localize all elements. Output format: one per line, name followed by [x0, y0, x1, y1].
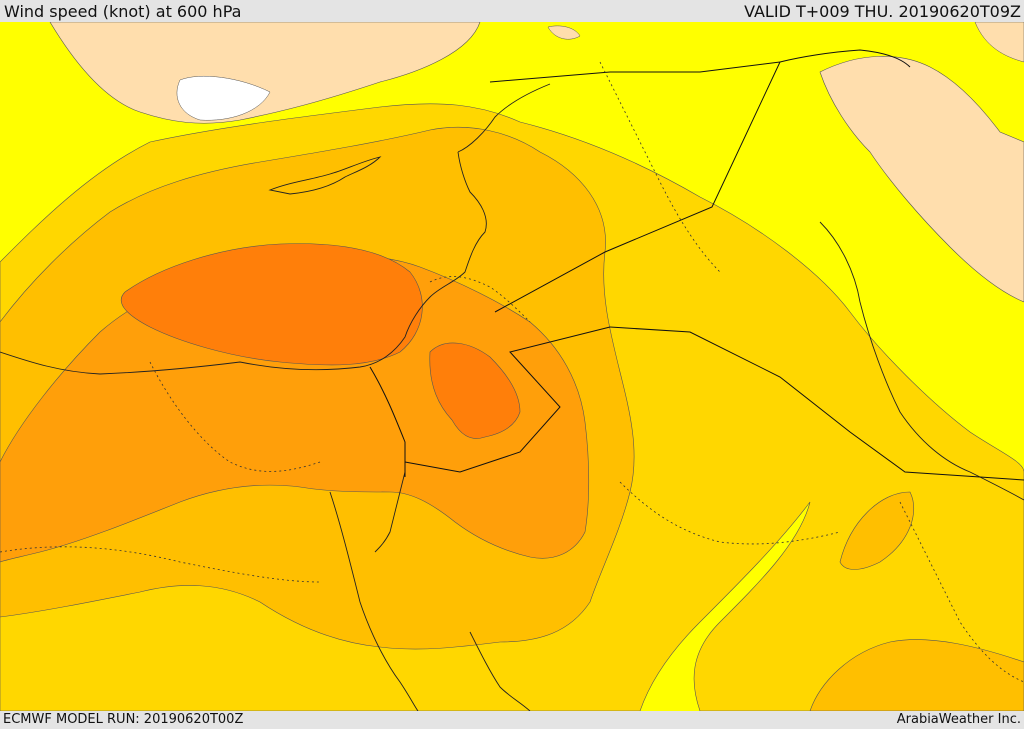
- coastlines: [0, 83, 1024, 711]
- model-run-label: ECMWF MODEL RUN: 20190620T00Z: [3, 712, 244, 727]
- wind-speed-map[interactable]: [0, 22, 1024, 711]
- field-level-6-west: [120, 243, 423, 366]
- calm-patch-small1: [547, 25, 581, 40]
- calm-zone-east: [819, 56, 1024, 303]
- borders: [369, 49, 1024, 481]
- valid-time: VALID T+009 THU. 20190620T09Z: [744, 2, 1021, 21]
- map-header: Wind speed (knot) at 600 hPa VALID T+009…: [0, 0, 1024, 22]
- level-3-east-patch: [839, 491, 914, 570]
- calm-zone-white: [176, 75, 271, 121]
- map-footer: ECMWF MODEL RUN: 20190620T00Z ArabiaWeat…: [0, 711, 1024, 729]
- credit-label: ArabiaWeather Inc.: [896, 712, 1021, 727]
- map-title: Wind speed (knot) at 600 hPa: [4, 2, 242, 21]
- calm-zone-north: [49, 22, 481, 124]
- internal-boundaries: [0, 61, 1024, 683]
- field-level-6-east: [429, 342, 521, 439]
- level-3-se-patch: [809, 639, 1024, 711]
